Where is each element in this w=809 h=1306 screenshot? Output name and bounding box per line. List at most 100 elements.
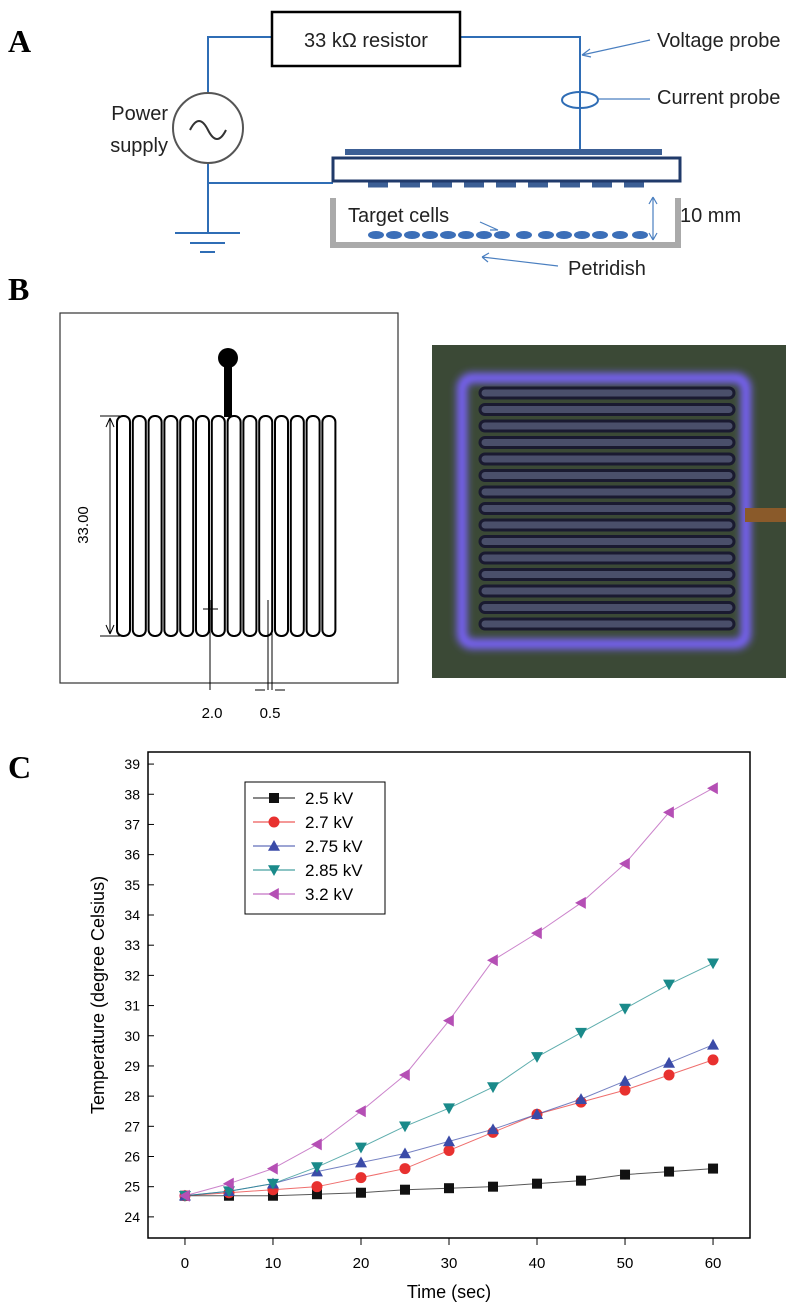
marker	[399, 1184, 410, 1195]
marker	[268, 865, 280, 876]
y-tick-label: 38	[124, 786, 140, 802]
marker	[488, 1181, 499, 1192]
marker	[268, 840, 280, 851]
marker	[399, 1163, 411, 1175]
y-tick-label: 35	[124, 877, 140, 893]
electrode-slot	[478, 617, 736, 631]
electrode-slot	[478, 551, 736, 565]
x-tick-label: 60	[705, 1255, 722, 1272]
y-tick-label: 29	[124, 1058, 140, 1074]
petridish-label: Petridish	[568, 258, 646, 280]
dimension-label: 33.00	[75, 506, 92, 544]
series-line	[184, 1059, 714, 1197]
marker	[664, 1166, 675, 1177]
marker	[707, 1038, 720, 1050]
marker	[266, 1162, 278, 1175]
panel-label: C	[8, 749, 31, 785]
panel-label: B	[8, 271, 29, 307]
y-tick-label: 24	[124, 1209, 140, 1225]
marker	[487, 1123, 500, 1135]
marker	[354, 1142, 367, 1154]
electrode-finger	[258, 415, 274, 637]
legend-label: 2.5 kV	[305, 789, 354, 808]
marker	[311, 1189, 322, 1200]
marker	[354, 1156, 367, 1168]
marker	[620, 1169, 631, 1180]
electrode-slot	[478, 584, 736, 598]
x-tick-label: 40	[529, 1255, 546, 1272]
electrode-drawing: 33.00 2.0 0.5	[59, 312, 399, 722]
x-tick-label: 10	[265, 1255, 282, 1272]
power-supply-label: supply	[110, 135, 168, 157]
marker	[355, 1172, 367, 1184]
marker	[266, 1178, 279, 1190]
legend-label: 3.2 kV	[305, 885, 354, 904]
marker	[531, 927, 542, 940]
marker	[576, 1175, 587, 1186]
electrode-slot	[478, 485, 736, 499]
plot-frame	[147, 751, 751, 1239]
legend-label: 2.7 kV	[305, 813, 354, 832]
electrode-slot	[478, 419, 736, 433]
marker	[663, 979, 676, 991]
marker	[619, 1075, 632, 1086]
marker	[531, 1108, 544, 1120]
dimension-label: 0.5	[260, 705, 281, 722]
legend-label: 2.75 kV	[305, 837, 363, 856]
electrode-finger	[242, 415, 258, 637]
marker	[619, 1084, 631, 1096]
marker	[398, 1121, 411, 1133]
marker	[443, 1014, 454, 1027]
electrode-slot	[478, 403, 736, 416]
electrode-slot	[478, 436, 736, 449]
y-tick-label: 34	[124, 907, 140, 923]
y-tick-label: 30	[124, 1028, 140, 1044]
marker	[487, 1082, 500, 1094]
electrode-finger	[147, 415, 163, 637]
electrode-photo	[432, 345, 786, 678]
y-tick-label: 28	[124, 1088, 140, 1104]
electrode-finger	[289, 415, 305, 637]
marker	[443, 1144, 455, 1156]
marker	[178, 1189, 190, 1202]
marker	[355, 1187, 366, 1198]
legend-label: 2.85 kV	[305, 861, 363, 880]
y-tick-label: 39	[124, 756, 140, 772]
target-cells-label: Target cells	[348, 205, 449, 227]
electrode-slot	[478, 568, 736, 581]
electrode-slot	[478, 386, 736, 400]
gap-label: 10 mm	[680, 205, 741, 227]
marker	[619, 1003, 632, 1015]
marker	[707, 958, 720, 970]
y-tick-label: 37	[124, 816, 140, 832]
marker	[398, 1147, 411, 1159]
marker	[443, 1135, 455, 1147]
resistor-label: 33 kΩ resistor	[304, 30, 428, 52]
marker	[268, 816, 280, 828]
electrode-slot	[478, 518, 736, 532]
chart: 24 25 26 27 28 29 30 31 32 33 34 35 36 37 38 39 0 10 20 30 4…	[88, 751, 751, 1302]
y-tick-label: 31	[124, 998, 140, 1014]
marker	[222, 1177, 234, 1190]
electrode-finger	[321, 415, 337, 637]
marker	[310, 1138, 322, 1151]
marker	[354, 1105, 366, 1118]
marker	[619, 857, 630, 870]
marker	[444, 1183, 454, 1194]
electrode-finger	[179, 415, 195, 637]
electrode-slot	[478, 469, 736, 482]
marker	[443, 1103, 455, 1115]
electrode-finger	[226, 415, 242, 637]
marker	[398, 1068, 410, 1081]
legend-box	[244, 781, 386, 915]
marker	[575, 896, 586, 909]
marker	[707, 1054, 719, 1066]
electrode-slot	[478, 452, 736, 466]
marker	[707, 782, 718, 795]
electrode-slot	[478, 601, 736, 614]
x-tick-label: 50	[617, 1255, 634, 1272]
electrode-finger	[163, 415, 179, 637]
marker	[269, 793, 279, 803]
circuit-diagram: 33 kΩ resistor Voltage probe Current pro…	[110, 10, 780, 280]
marker	[267, 1190, 278, 1201]
